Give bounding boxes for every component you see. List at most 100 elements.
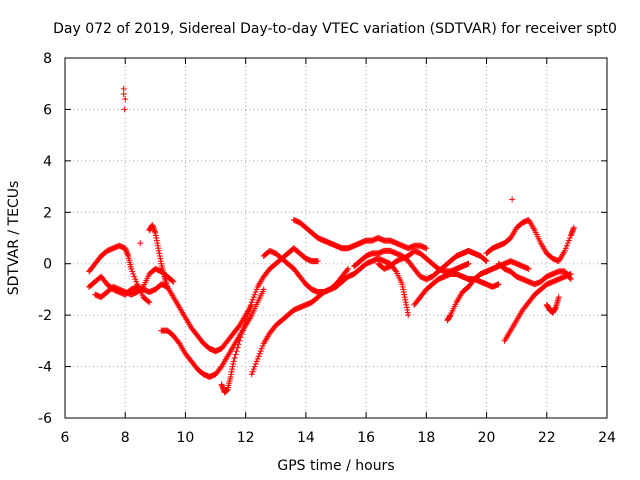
- data-point: [130, 271, 137, 277]
- data-point: [569, 227, 576, 234]
- data-point: [254, 355, 261, 362]
- data-point: [150, 224, 157, 231]
- data-point: [131, 273, 138, 280]
- data-point: [563, 242, 570, 249]
- data-point: [256, 350, 263, 357]
- data-point: [123, 247, 130, 254]
- data-point: [128, 265, 135, 272]
- data-point: [314, 258, 321, 265]
- data-point: [157, 255, 164, 262]
- data-point: [156, 250, 163, 257]
- data-point: [154, 240, 161, 247]
- data-point: [400, 289, 407, 295]
- y-tick-label: 2: [43, 205, 52, 221]
- data-point: [233, 348, 240, 355]
- series-track-j: [351, 247, 490, 283]
- data-point: [552, 305, 559, 312]
- data-point: [235, 341, 242, 348]
- data-point: [525, 265, 532, 272]
- data-point: [569, 228, 576, 235]
- data-point: [231, 355, 238, 361]
- data-point: [402, 296, 409, 303]
- series-outliers: [120, 85, 516, 247]
- data-point: [228, 368, 235, 375]
- data-point: [403, 301, 410, 308]
- data-point: [242, 317, 249, 324]
- y-tick-label: -4: [38, 360, 52, 376]
- data-point: [237, 334, 244, 341]
- data-point: [157, 258, 164, 265]
- data-point: [249, 296, 256, 303]
- data-point: [568, 229, 575, 236]
- data-point: [227, 373, 234, 380]
- data-point: [565, 237, 572, 244]
- data-point: [155, 245, 162, 252]
- data-point: [245, 308, 252, 315]
- data-point: [220, 385, 227, 392]
- data-point: [250, 366, 257, 373]
- data-point: [234, 344, 241, 351]
- x-tick-labels: 6 8 10 12 14 16 18 20 22 24: [61, 430, 616, 446]
- data-point: [344, 267, 351, 274]
- series-track-e: [158, 286, 267, 380]
- tick-layer: [64, 57, 608, 419]
- data-point: [566, 235, 573, 241]
- data-point: [568, 231, 575, 238]
- data-point: [403, 304, 410, 311]
- data-point: [423, 245, 430, 252]
- data-point: [392, 267, 399, 274]
- data-point: [251, 363, 258, 370]
- data-point: [241, 320, 248, 327]
- x-tick-label: 20: [478, 430, 496, 446]
- y-axis-label: SDTVAR / TECUs: [6, 181, 22, 296]
- data-point: [258, 345, 265, 352]
- data-point: [564, 240, 571, 247]
- data-point: [153, 237, 160, 244]
- data-point: [122, 96, 129, 103]
- data-point: [129, 268, 136, 275]
- data-point: [124, 251, 131, 258]
- data-point: [483, 258, 490, 265]
- data-point: [122, 246, 129, 253]
- data-point: [137, 240, 144, 247]
- data-point: [154, 242, 161, 249]
- data-point: [253, 358, 260, 365]
- data-point: [401, 294, 408, 301]
- data-point: [230, 358, 237, 365]
- data-point: [123, 249, 130, 256]
- data-point: [236, 337, 243, 344]
- data-point: [570, 224, 577, 231]
- data-point: [345, 265, 352, 272]
- data-point: [219, 382, 226, 389]
- data-point: [555, 294, 562, 301]
- data-point: [149, 223, 156, 230]
- data-point: [238, 331, 245, 337]
- data-point: [150, 226, 157, 232]
- data-point: [218, 381, 225, 388]
- y-tick-label: 6: [43, 102, 52, 118]
- series-track-g: [248, 255, 412, 378]
- data-point: [246, 305, 253, 312]
- x-axis-label: GPS time / hours: [277, 458, 394, 474]
- data-point: [404, 307, 411, 313]
- data-point: [482, 257, 489, 264]
- data-point: [151, 227, 158, 234]
- data-point: [509, 196, 516, 203]
- data-point: [149, 222, 156, 229]
- series-track-n: [501, 271, 574, 344]
- data-point: [400, 286, 407, 293]
- data-point: [495, 281, 502, 288]
- data-point: [255, 353, 262, 360]
- y-tick-label: 8: [43, 51, 52, 67]
- y-tick-labels: -6 -4 -2 0 2 4 6 8: [38, 51, 52, 427]
- y-tick-label: 4: [43, 154, 52, 170]
- data-points-layer: [86, 85, 577, 396]
- series-track-h: [260, 247, 352, 295]
- data-point: [567, 232, 574, 239]
- series-track-c: [92, 265, 177, 301]
- data-point: [243, 314, 250, 321]
- data-point: [229, 363, 236, 370]
- data-point: [164, 283, 171, 290]
- series-track-q: [543, 294, 562, 316]
